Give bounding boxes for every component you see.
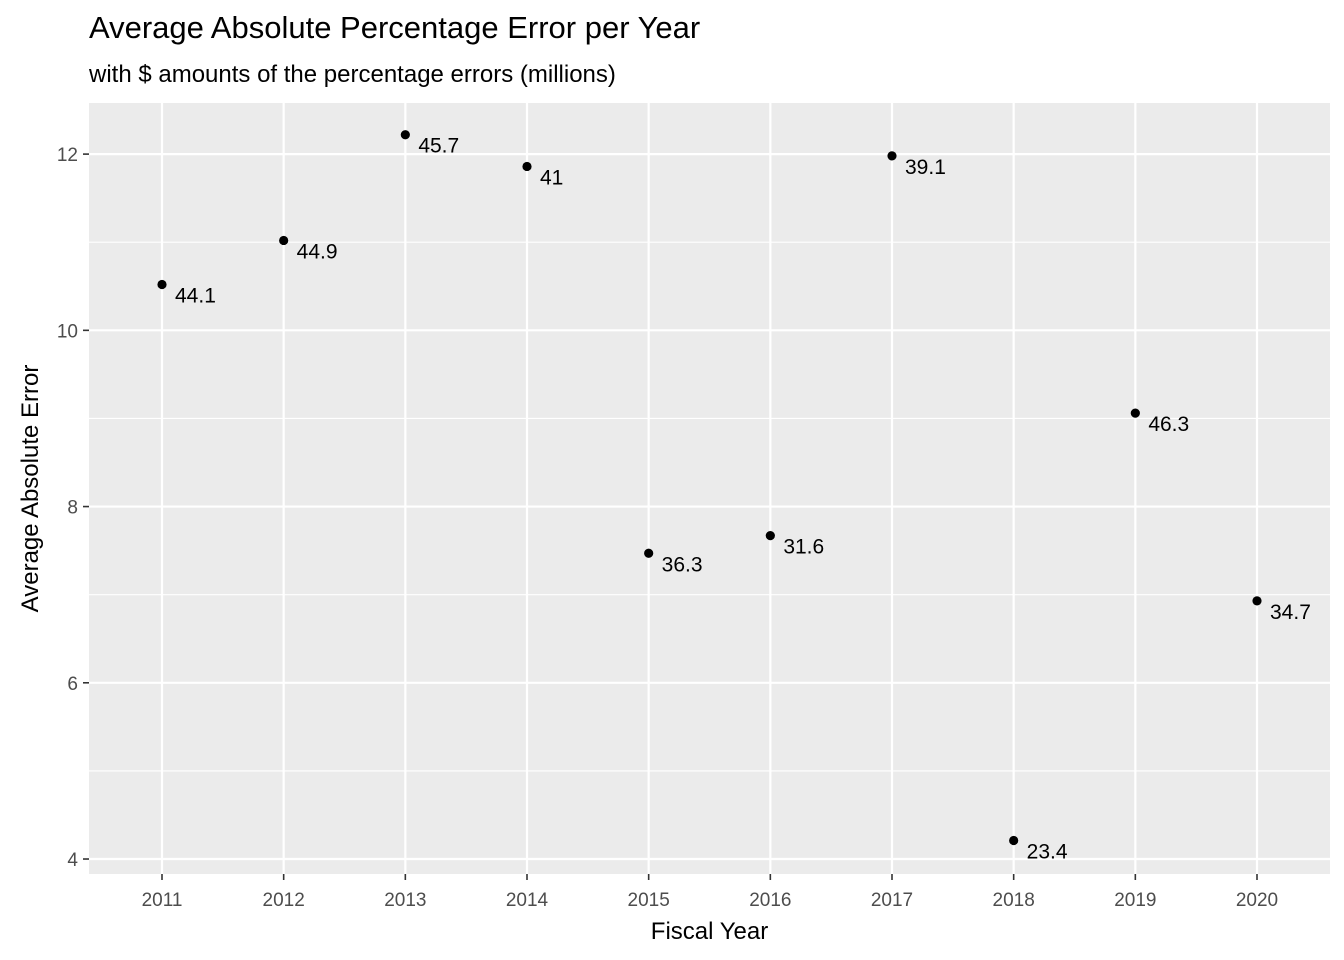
x-tick-label: 2015: [628, 890, 670, 911]
data-label: 34.7: [1270, 601, 1311, 624]
plot-panel: [89, 103, 1330, 874]
y-tick-label: 12: [57, 145, 78, 166]
x-tick-label: 2014: [506, 890, 549, 911]
y-axis-title: Average Absolute Error: [17, 365, 44, 613]
y-tick-label: 8: [67, 498, 78, 519]
data-label: 45.7: [418, 135, 459, 158]
chart-subtitle: with $ amounts of the percentage errors …: [89, 61, 616, 88]
y-tick-label: 6: [67, 674, 78, 695]
data-label: 36.3: [662, 553, 703, 576]
data-point: [400, 130, 410, 140]
data-label: 31.6: [783, 536, 824, 559]
data-points: [157, 130, 1262, 846]
y-tick-label: 10: [57, 321, 78, 342]
x-tick-label: 2013: [384, 890, 426, 911]
chart-title: Average Absolute Percentage Error per Ye…: [89, 10, 701, 45]
axis-ticks: 4 6 8 10 12 2011 2012 2013 2014 2015 2016 2017 2018 2…: [57, 145, 1278, 911]
major-gridlines: [89, 103, 1330, 874]
data-label: 46.3: [1148, 413, 1189, 436]
x-tick-label: 2020: [1236, 890, 1278, 911]
x-tick-label: 2019: [1114, 890, 1156, 911]
x-axis-title: Fiscal Year: [651, 918, 768, 945]
minor-gridlines: [89, 241, 1330, 772]
data-point: [1252, 596, 1262, 606]
y-tick-label: 4: [67, 850, 78, 871]
x-tick-label: 2017: [871, 890, 913, 911]
data-label: 23.4: [1027, 841, 1068, 864]
data-point: [157, 279, 167, 290]
data-label: 44.9: [297, 240, 338, 263]
data-label: 44.1: [175, 285, 216, 308]
data-point: [765, 531, 775, 541]
data-point: [644, 548, 654, 558]
data-point: [1130, 408, 1140, 418]
data-label: 41: [540, 166, 563, 189]
data-point: [522, 161, 532, 172]
x-tick-label: 2016: [749, 890, 791, 911]
data-point: [1009, 835, 1019, 846]
point-labels: 44.1 44.9 45.7 41 36.3 31.6 39.1 23.4 46.3 34.7: [175, 135, 1311, 864]
data-point: [279, 235, 289, 246]
data-point: [887, 151, 897, 161]
data-label: 39.1: [905, 156, 946, 179]
x-tick-label: 2018: [993, 890, 1035, 911]
x-tick-label: 2012: [263, 890, 305, 911]
x-tick-label: 2011: [142, 890, 183, 911]
